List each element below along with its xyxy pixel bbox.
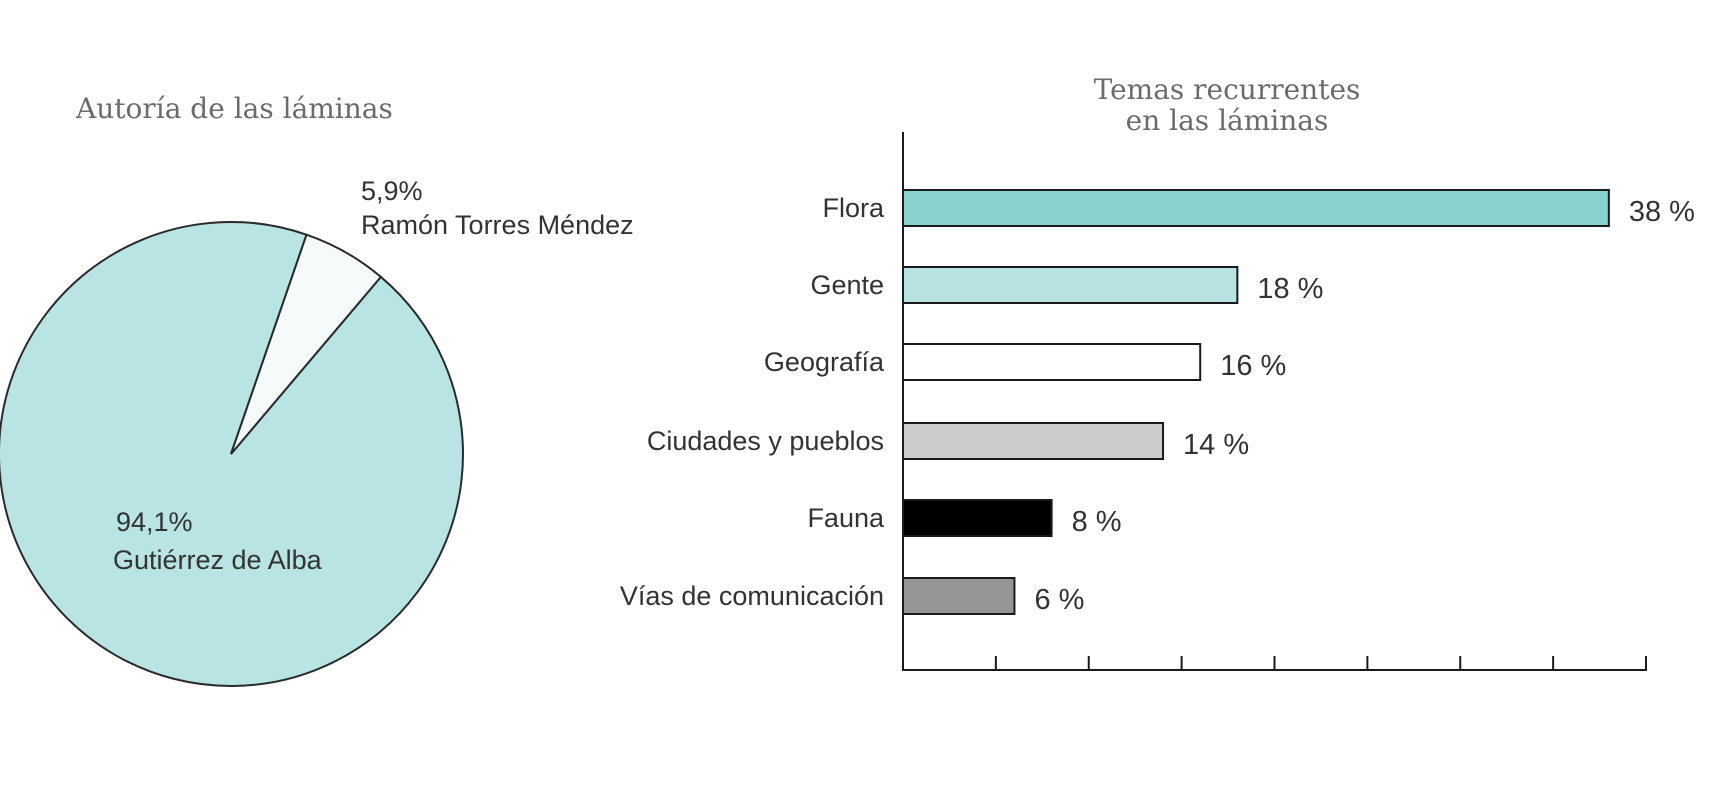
pie-chart-title: Autoría de las láminas: [75, 92, 393, 125]
bar-category-label: Fauna: [807, 503, 885, 533]
bar-row: Flora 38 %: [822, 189, 1695, 228]
bar: [902, 422, 1165, 460]
bar-row: Geografía 16 %: [764, 343, 1286, 382]
bar: [902, 266, 1239, 304]
x-axis-ticks: [994, 656, 1647, 670]
pie-label-minor-name: Ramón Torres Méndez: [361, 210, 634, 240]
bar-row: Gente 18 %: [810, 266, 1323, 305]
bar-chart-title-line1: Temas recurrentes: [1094, 73, 1361, 106]
bar-row: Vías de comunicación 6 %: [620, 577, 1084, 616]
bar: [902, 577, 1016, 615]
bar-value-label: 8 %: [1072, 506, 1122, 538]
bar: [902, 343, 1202, 381]
pie-label-minor-value: 5,9%: [361, 176, 423, 206]
bar-chart-title-line2: en las láminas: [1126, 104, 1329, 137]
bar-row: Ciudades y pueblos 14 %: [647, 422, 1249, 461]
pie-label-major-name: Gutiérrez de Alba: [113, 545, 323, 575]
bar-category-label: Vías de comunicación: [620, 581, 884, 611]
bar-value-label: 6 %: [1034, 584, 1084, 616]
pie-label-major-value: 94,1%: [116, 507, 193, 537]
bar-value-label: 18 %: [1257, 273, 1323, 305]
bar-value-label: 38 %: [1629, 196, 1695, 228]
bar-category-label: Flora: [822, 193, 884, 223]
bar-value-label: 16 %: [1220, 350, 1286, 382]
pie-chart: Autoría de las láminas 5,9% Ramón Torres…: [0, 92, 634, 687]
bar-row: Fauna 8 %: [807, 499, 1122, 538]
bar-category-label: Gente: [810, 270, 884, 300]
bar-category-label: Ciudades y pueblos: [647, 426, 884, 456]
bar-series: Flora 38 % Gente 18 % Geografía 16 % Ciudades …: [620, 189, 1695, 616]
bar: [902, 499, 1053, 537]
bar-chart: Temas recurrentes en las láminas Flora 38…: [620, 73, 1695, 671]
bar: [902, 189, 1610, 227]
axes: [902, 132, 1647, 671]
bar-category-label: Geografía: [764, 347, 885, 377]
pie-slice-ramon-torres-mendez: [230, 233, 383, 455]
bar-value-label: 14 %: [1183, 429, 1249, 461]
